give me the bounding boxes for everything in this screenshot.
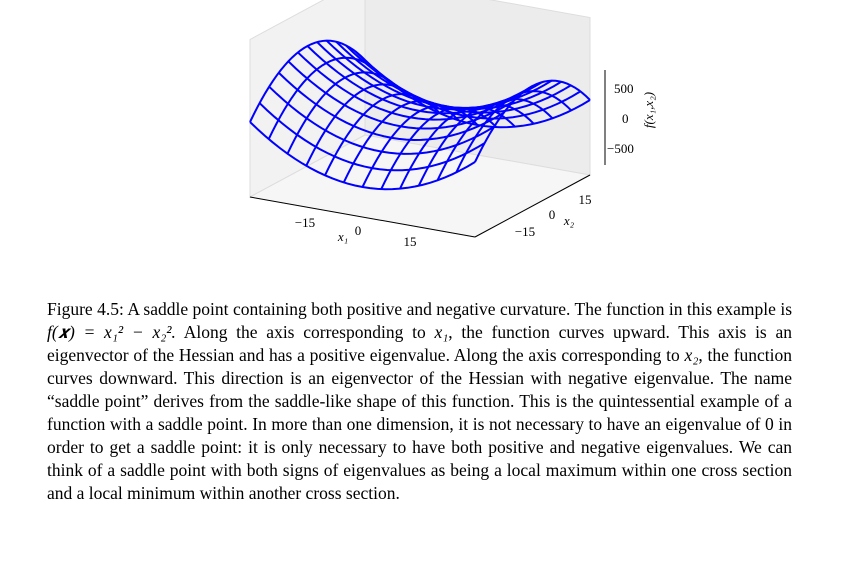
x2-tick: 15: [579, 192, 592, 207]
x1-tick: 15: [404, 234, 417, 249]
caption-text: , the function curves downward. This dir…: [47, 345, 792, 503]
caption-text: Along the axis corresponding to: [175, 322, 435, 342]
surface-plot: −15 0 15 x₁ −15 0 15 x₂ 500 0 −500 f(x₁,…: [248, 0, 656, 249]
caption: Figure 4.5: A saddle point containing bo…: [47, 298, 792, 505]
z-tick: 500: [614, 81, 634, 96]
wireframe-line: [354, 50, 581, 120]
wireframe-line: [455, 90, 572, 173]
x1-axis: [249, 196, 476, 238]
x2-axis: [474, 174, 591, 238]
x1-tick: −15: [295, 215, 315, 230]
caption-label: Figure 4.5:: [47, 299, 124, 319]
x2-label: x₂: [563, 213, 575, 228]
caption-math: x₁: [434, 322, 449, 342]
x2-tick: 0: [549, 207, 556, 222]
z-tick: 0: [622, 111, 629, 126]
x1-tick: 0: [355, 223, 362, 238]
z-label: f(x₁,x₂): [641, 92, 656, 128]
x2-tick: −15: [515, 224, 535, 239]
caption-math: x₂: [684, 345, 699, 365]
caption-math: f(𝒙) = x₁² − x₂².: [47, 322, 176, 342]
x1-label: x₁: [337, 229, 348, 244]
caption-text: , the function curves upward. This axis …: [47, 322, 792, 365]
caption-text: A saddle point containing both positive …: [127, 299, 792, 319]
z-tick: −500: [607, 141, 634, 156]
wireframe-line: [364, 59, 591, 129]
